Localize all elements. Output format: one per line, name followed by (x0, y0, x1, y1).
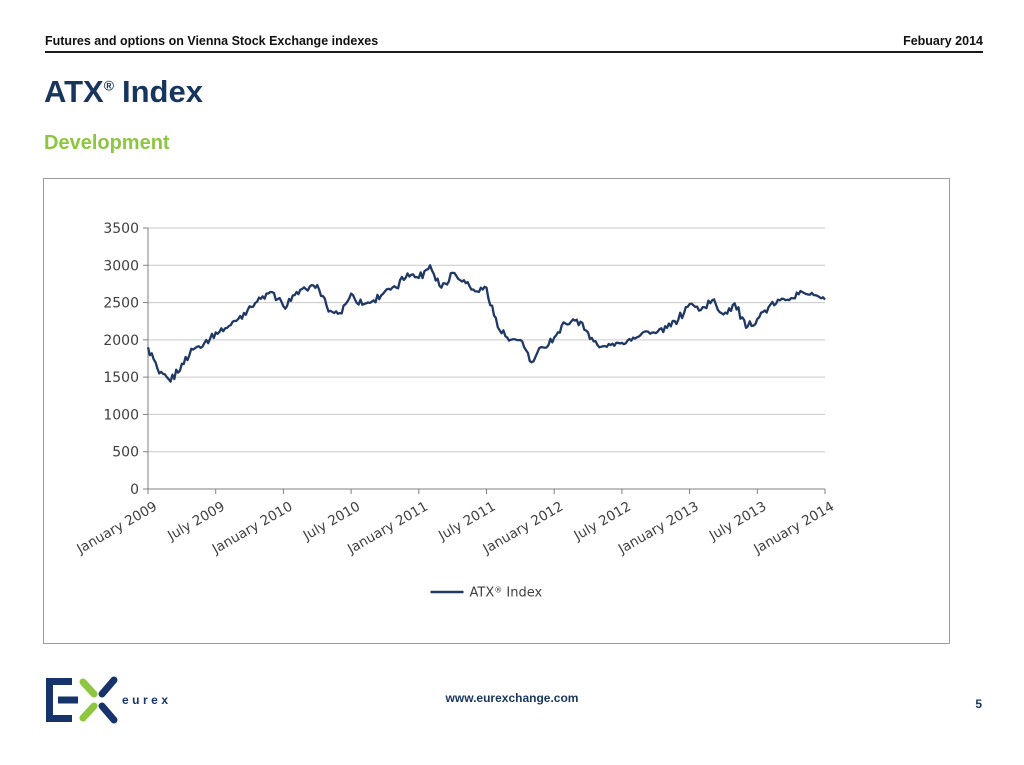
atx-development-chart: 0 500 1000 1500 2000 2500 3000 3500 January 2009… (43, 178, 950, 644)
svg-text:2000: 2000 (103, 333, 139, 349)
header-title: Futures and options on Vienna Stock Exch… (45, 34, 379, 48)
svg-text:ATX® Index: ATX® Index (470, 586, 543, 601)
header-date: Febuary 2014 (903, 34, 983, 48)
svg-text:0: 0 (130, 482, 139, 498)
atx-series-line (146, 264, 826, 383)
svg-text:3000: 3000 (103, 258, 139, 274)
svg-text:1500: 1500 (103, 370, 139, 386)
logo-wordmark: eurex (122, 693, 172, 707)
svg-text:3500: 3500 (103, 221, 139, 237)
svg-text:2500: 2500 (103, 296, 139, 312)
svg-text:500: 500 (112, 445, 139, 461)
svg-text:1000: 1000 (103, 407, 139, 423)
header-divider (45, 51, 983, 53)
svg-text:January 2009: January 2009 (73, 499, 160, 558)
page-title-brand: ATX (44, 74, 104, 109)
page-title: ATX® Index (44, 74, 203, 109)
eurex-logo: eurex (44, 672, 174, 731)
y-axis: 0 500 1000 1500 2000 2500 3000 3500 (103, 221, 149, 498)
logo-x-glyph (79, 676, 118, 724)
gridlines (148, 227, 825, 453)
page-title-suffix: Index (121, 74, 203, 109)
line-chart-canvas: 0 500 1000 1500 2000 2500 3000 3500 January 2009… (73, 221, 837, 601)
chart-legend: ATX® Index (430, 586, 543, 601)
page-number: 5 (975, 697, 982, 711)
website-link[interactable]: www.eurexchange.com (445, 691, 579, 705)
eurex-logo-graphic: eurex (46, 676, 172, 724)
registered-mark: ® (103, 77, 114, 94)
logo-e-glyph (46, 678, 78, 722)
section-subtitle: Development (44, 132, 170, 154)
